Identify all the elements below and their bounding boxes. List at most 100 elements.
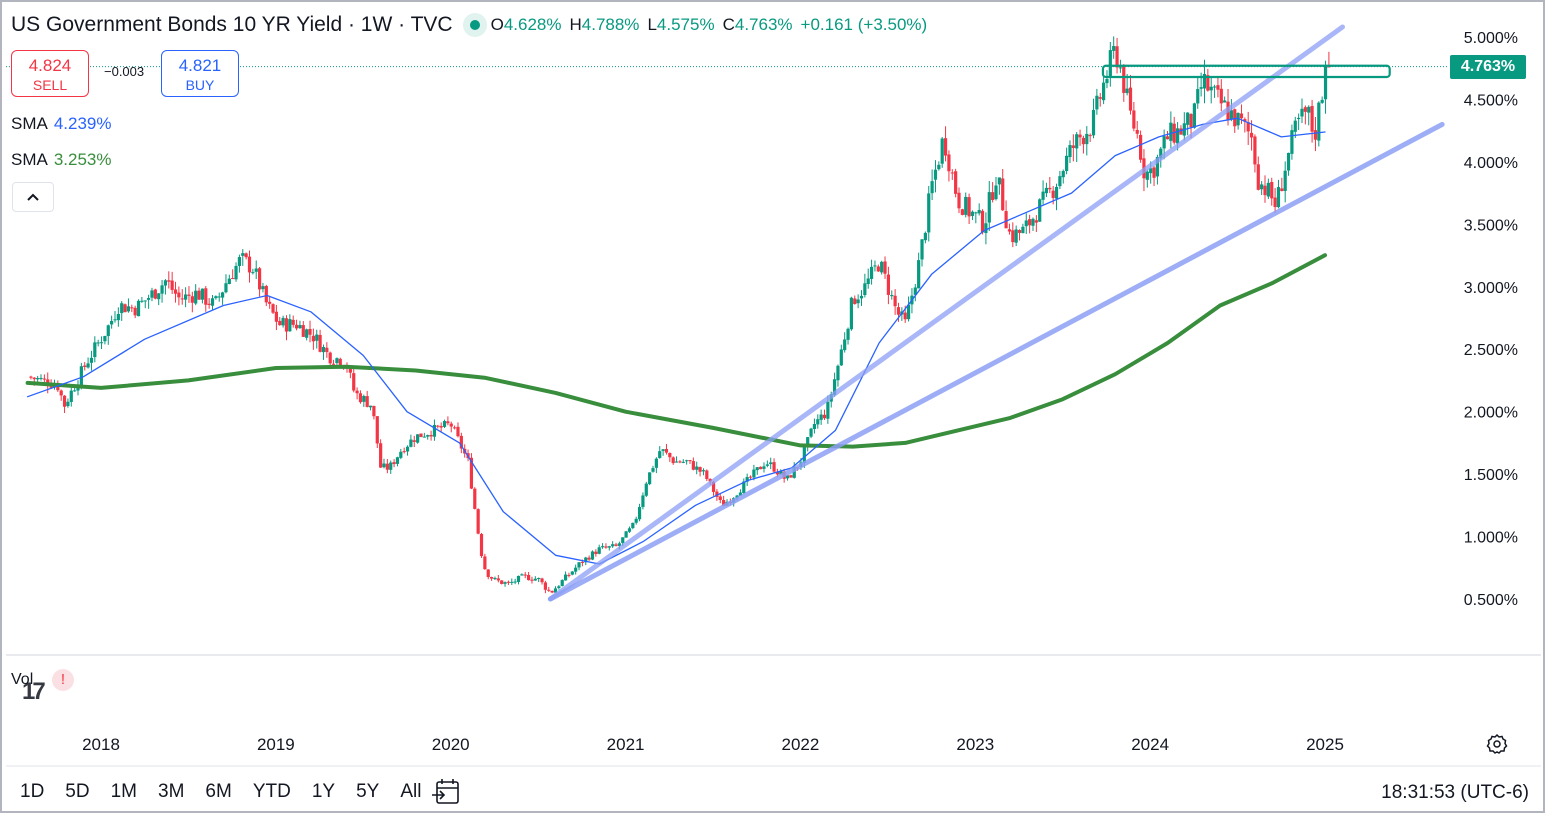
candle-body (1091, 109, 1096, 136)
range-1m[interactable]: 1M (110, 781, 137, 802)
candle-body (1021, 226, 1025, 234)
sma-fast-legend[interactable]: SMA 4.239% (11, 114, 112, 134)
gear-icon[interactable] (1485, 732, 1509, 756)
candle-body (584, 557, 588, 563)
candle-body (513, 581, 517, 583)
range-ytd[interactable]: YTD (252, 781, 291, 802)
candle-body (1199, 87, 1203, 89)
candle-body (294, 324, 299, 329)
candle-body (1290, 130, 1294, 154)
y-tick-label: 3.500% (1464, 217, 1518, 234)
candle-body (715, 491, 719, 497)
candle-body (1149, 168, 1153, 174)
candle-body (123, 304, 127, 313)
candle-body (526, 575, 531, 581)
x-tick-label: 2020 (432, 735, 470, 754)
y-tick-label: 5.000% (1464, 30, 1518, 47)
candle-body (224, 283, 228, 293)
candle-body (355, 390, 359, 394)
candle-body (86, 363, 90, 368)
candle-body (1260, 184, 1264, 190)
candle-body (822, 414, 827, 419)
candle-body (994, 185, 998, 200)
calendar-goto-icon[interactable] (430, 778, 462, 806)
candle-body (772, 462, 776, 472)
candle-body (547, 589, 551, 591)
range-3m[interactable]: 3M (158, 781, 185, 802)
candle-body (570, 571, 574, 575)
candle-body (567, 574, 571, 576)
candle-body (984, 223, 988, 234)
candle-body (1041, 191, 1045, 200)
candle-body (819, 414, 823, 420)
range-1d[interactable]: 1D (20, 781, 45, 802)
range-6m[interactable]: 6M (205, 781, 232, 802)
candle-body (358, 393, 363, 403)
candle-body (271, 304, 275, 313)
candle-body (365, 396, 369, 407)
candle-body (1085, 133, 1089, 145)
candle-body (426, 435, 430, 437)
y-tick-label: 2.000% (1464, 405, 1518, 422)
candle-body (947, 154, 951, 172)
candle-body (520, 574, 524, 576)
candle-body (429, 435, 433, 437)
chart-header: US Government Bonds 10 YR Yield · 1W · T… (11, 11, 927, 39)
candle-body (338, 358, 342, 366)
candle-body (1078, 134, 1082, 138)
range-1y[interactable]: 1Y (311, 781, 336, 802)
candle-body (748, 476, 753, 478)
clock-readout[interactable]: 18:31:53 (UTC-6) (1381, 782, 1529, 803)
candle-body (194, 290, 198, 304)
date-range-selector: 1D 5D 1M 3M 6M YTD 1Y 5Y All (20, 781, 442, 803)
range-5d[interactable]: 5D (65, 781, 90, 802)
candle-body (29, 376, 33, 378)
candle-body (389, 462, 393, 470)
sma-slow-legend[interactable]: SMA 3.253% (11, 150, 112, 170)
candle-body (372, 405, 376, 417)
candle-body (600, 546, 605, 548)
candle-body (826, 401, 830, 419)
candle-body (1263, 185, 1267, 196)
candle-body (446, 421, 450, 424)
candle-body (1313, 130, 1318, 140)
range-5y[interactable]: 5Y (356, 781, 380, 802)
candle-body (863, 283, 867, 296)
candle-body (1004, 211, 1008, 229)
buy-button[interactable]: 4.821 BUY (161, 50, 239, 97)
candle-body (281, 317, 285, 326)
candle-body (883, 261, 887, 274)
candle-body (1071, 145, 1075, 148)
grid-layer (6, 654, 1541, 767)
candle-body (611, 544, 615, 547)
collapse-legend-button[interactable] (12, 182, 54, 212)
candle-body (1068, 145, 1072, 158)
candle-body (173, 289, 178, 294)
candle-body (876, 266, 880, 272)
candle-body (1135, 129, 1139, 134)
sell-label: SELL (32, 77, 68, 93)
candle-body (1011, 230, 1015, 243)
candle-body (759, 466, 763, 470)
candle-body (927, 193, 931, 233)
volume-warning-icon[interactable]: ! (52, 669, 74, 691)
volume-label[interactable]: Vol (11, 671, 34, 688)
sell-button[interactable]: 4.824 SELL (11, 50, 89, 97)
range-all[interactable]: All (400, 781, 422, 802)
candle-body (1246, 122, 1250, 132)
candle-body (352, 373, 356, 391)
candle-body (1155, 157, 1160, 177)
candle-body (839, 349, 843, 366)
candle-body (180, 298, 184, 300)
candle-body (577, 562, 581, 568)
candle-body (1297, 117, 1301, 120)
candle-body (93, 342, 97, 358)
candle-body (809, 428, 813, 437)
candle-body (36, 378, 40, 380)
candle-body (469, 457, 474, 489)
candle-body (1206, 75, 1210, 91)
open-key: O (490, 15, 504, 34)
candle-body (1075, 134, 1079, 149)
symbol-title[interactable]: US Government Bonds 10 YR Yield · 1W · T… (11, 13, 453, 36)
